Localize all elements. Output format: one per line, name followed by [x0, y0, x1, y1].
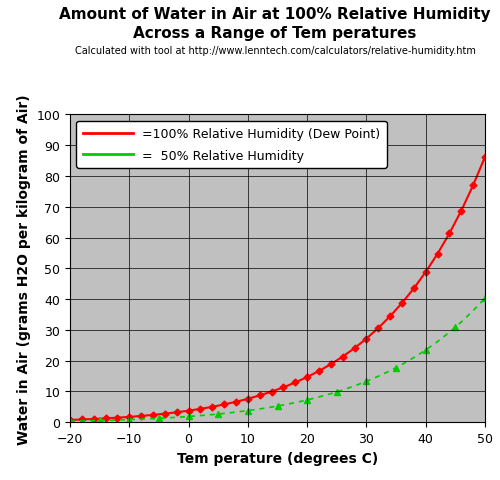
Text: Calculated with tool at http://www.lenntech.com/calculators/relative-humidity.ht: Calculated with tool at http://www.lennt… [74, 46, 475, 56]
Legend: =100% Relative Humidity (Dew Point), =  50% Relative Humidity: =100% Relative Humidity (Dew Point), = 5… [76, 121, 387, 168]
X-axis label: Tem perature (degrees C): Tem perature (degrees C) [177, 451, 378, 465]
Y-axis label: Water in Air (grams H2O per kilogram of Air): Water in Air (grams H2O per kilogram of … [17, 94, 31, 444]
Text: Across a Range of Tem peratures: Across a Range of Tem peratures [134, 26, 416, 41]
Text: Amount of Water in Air at 100% Relative Humidity: Amount of Water in Air at 100% Relative … [59, 7, 491, 22]
